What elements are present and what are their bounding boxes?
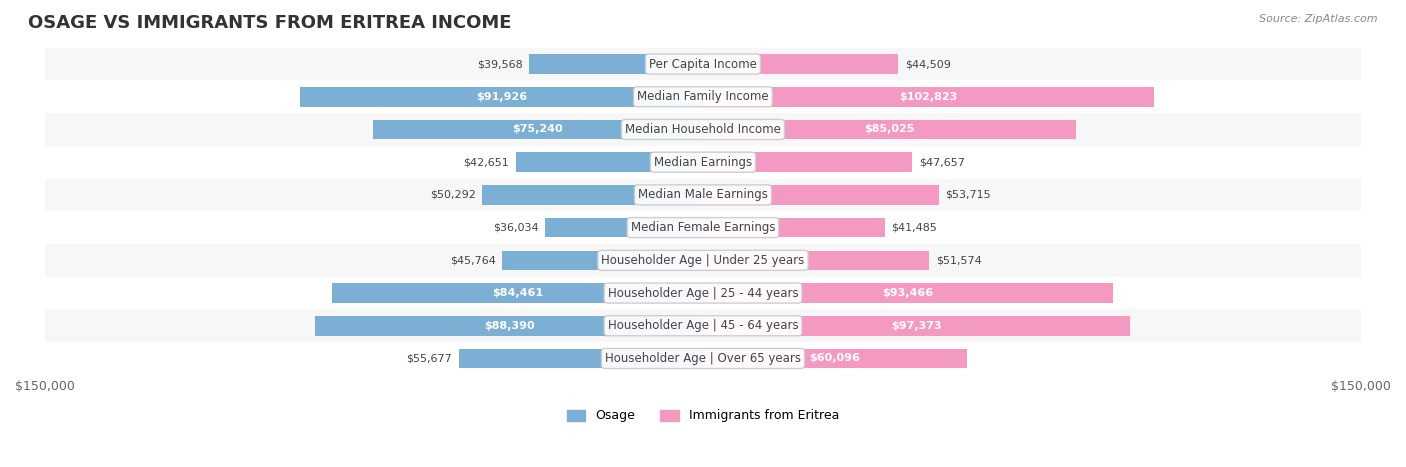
Bar — [45, 146, 1361, 178]
Text: $45,764: $45,764 — [450, 255, 496, 265]
Bar — [703, 120, 1076, 139]
Text: $88,390: $88,390 — [484, 321, 534, 331]
Bar — [703, 250, 929, 270]
Text: OSAGE VS IMMIGRANTS FROM ERITREA INCOME: OSAGE VS IMMIGRANTS FROM ERITREA INCOME — [28, 14, 512, 32]
Bar — [458, 349, 703, 368]
Text: Median Household Income: Median Household Income — [626, 123, 780, 136]
Text: $97,373: $97,373 — [891, 321, 942, 331]
Bar — [45, 277, 1361, 310]
Bar — [502, 250, 703, 270]
Text: $51,574: $51,574 — [936, 255, 981, 265]
Bar — [45, 342, 1361, 375]
Bar — [45, 48, 1361, 80]
Bar — [373, 120, 703, 139]
Text: $102,823: $102,823 — [900, 92, 957, 102]
Text: $60,096: $60,096 — [810, 354, 860, 363]
Text: Householder Age | Over 65 years: Householder Age | Over 65 years — [605, 352, 801, 365]
Text: $41,485: $41,485 — [891, 223, 938, 233]
Text: $39,568: $39,568 — [477, 59, 523, 69]
Bar — [516, 152, 703, 172]
Text: $85,025: $85,025 — [865, 125, 915, 134]
Bar — [45, 178, 1361, 211]
Bar — [703, 349, 967, 368]
Text: $47,657: $47,657 — [918, 157, 965, 167]
Text: Per Capita Income: Per Capita Income — [650, 57, 756, 71]
Legend: Osage, Immigrants from Eritrea: Osage, Immigrants from Eritrea — [561, 404, 845, 427]
Bar — [45, 211, 1361, 244]
Text: Median Male Earnings: Median Male Earnings — [638, 188, 768, 201]
Text: Median Female Earnings: Median Female Earnings — [631, 221, 775, 234]
Text: Source: ZipAtlas.com: Source: ZipAtlas.com — [1260, 14, 1378, 24]
Text: $55,677: $55,677 — [406, 354, 453, 363]
Bar — [45, 310, 1361, 342]
Text: Median Family Income: Median Family Income — [637, 90, 769, 103]
Text: $50,292: $50,292 — [430, 190, 475, 200]
Text: $44,509: $44,509 — [905, 59, 950, 69]
Text: Median Earnings: Median Earnings — [654, 156, 752, 169]
Bar — [315, 316, 703, 336]
Bar — [703, 283, 1114, 303]
Bar — [703, 152, 912, 172]
Text: Householder Age | 25 - 44 years: Householder Age | 25 - 44 years — [607, 287, 799, 299]
Bar — [703, 218, 884, 237]
Text: $42,651: $42,651 — [464, 157, 509, 167]
Bar — [332, 283, 703, 303]
Bar — [482, 185, 703, 205]
Bar — [45, 113, 1361, 146]
Bar — [530, 54, 703, 74]
Bar — [703, 87, 1154, 106]
Bar — [45, 80, 1361, 113]
Bar — [703, 54, 898, 74]
Text: $53,715: $53,715 — [945, 190, 991, 200]
Text: $36,034: $36,034 — [492, 223, 538, 233]
Bar — [45, 244, 1361, 277]
Bar — [703, 185, 939, 205]
Bar — [299, 87, 703, 106]
Bar — [703, 316, 1130, 336]
Bar — [546, 218, 703, 237]
Text: $93,466: $93,466 — [883, 288, 934, 298]
Text: $75,240: $75,240 — [513, 125, 564, 134]
Text: Householder Age | Under 25 years: Householder Age | Under 25 years — [602, 254, 804, 267]
Text: Householder Age | 45 - 64 years: Householder Age | 45 - 64 years — [607, 319, 799, 333]
Text: $91,926: $91,926 — [475, 92, 527, 102]
Text: $84,461: $84,461 — [492, 288, 543, 298]
